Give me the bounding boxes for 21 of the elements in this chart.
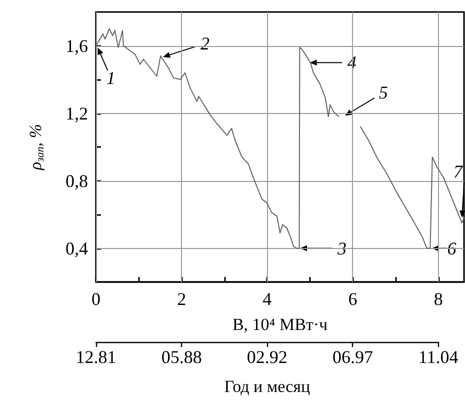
x-tick-label: 6 [348,289,358,309]
annotation: 7 [454,162,464,182]
x-tick-label: 2 [177,289,186,309]
y-tick-label: 1,6 [66,36,88,56]
text: 05.88 [161,347,202,367]
text: 11.04 [418,347,458,367]
x2-axis-title: Год и месяц [224,377,310,396]
y-tick-label: 0,8 [66,170,88,191]
y-tick-label: 1,2 [66,103,88,124]
text: 06.97 [332,347,373,367]
annotation: 2 [200,34,210,54]
x-tick-label: 0 [92,289,100,309]
y-axis-title: ρзап, % [26,124,46,172]
text: 02.92 [246,347,288,367]
x-axis-title: B, 10⁴ МВт·ч [232,315,328,334]
text: 12.81 [76,347,116,367]
annotation: 5 [378,82,388,103]
x-tick-label: 8 [434,289,443,309]
annotation: 1 [106,68,116,88]
x-tick-label: 4 [262,289,272,309]
y-tick-label: 0,4 [66,238,88,258]
